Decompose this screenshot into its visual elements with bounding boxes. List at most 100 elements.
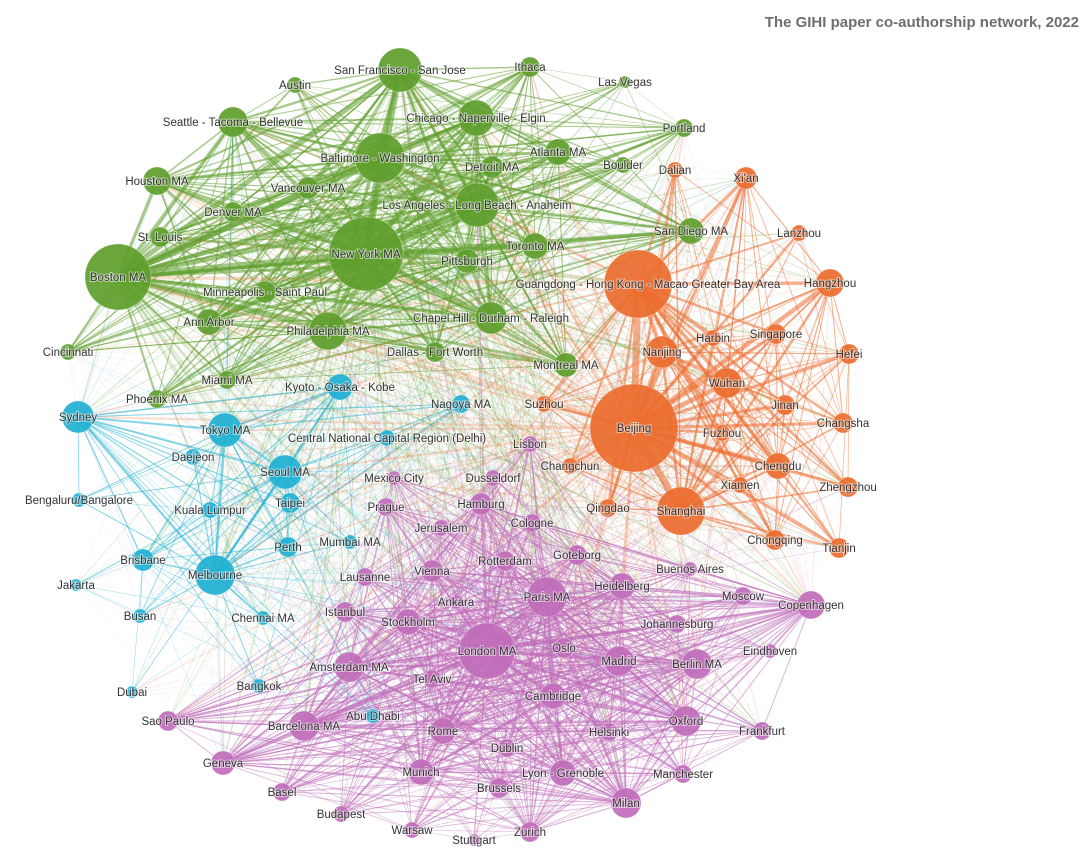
network-edge [281,541,351,793]
network-edge [222,291,266,764]
network-edge [75,584,475,841]
network-edge [77,351,436,418]
network-edge [232,121,639,285]
network-edge [294,84,457,603]
node-madrid [603,645,635,677]
network-edge [364,568,691,578]
network-edge [529,443,610,733]
network-edge [117,276,494,479]
network-edge [117,276,286,473]
network-edge [224,253,367,431]
network-edge [529,660,620,833]
network-edge [480,503,623,587]
network-edge [131,509,211,693]
network-edge [386,437,457,603]
network-edge [529,650,771,833]
node-label-heidelberg: Heidelberg [594,581,650,593]
node-label-guangdong-hong-kong-macao-greater-bay-area: Guangdong - Hong Kong - Macao Greater Ba… [516,279,781,291]
network-edge [213,253,368,576]
network-edge [303,720,687,727]
network-edge [411,773,684,831]
node-label-ann-arbor: Ann Arbor [183,317,234,329]
node-sydney [61,400,95,434]
node-lanzhou [790,224,808,242]
node-label-brussels: Brussels [477,783,521,795]
network-edge [563,647,687,722]
node-busan [132,608,148,624]
network-edge [75,559,144,586]
network-edge [232,121,559,153]
network-edge [156,180,309,189]
network-edge [498,731,610,789]
network-edge [208,283,639,323]
network-edge [78,499,366,578]
network-edge [676,465,779,625]
node-changchun [561,457,579,475]
network-edge [529,773,684,833]
network-edge [529,66,698,665]
network-edge [608,731,684,775]
network-edge [156,337,714,400]
node-label-perth: Perth [274,542,302,554]
node-label-vienna: Vienna [414,566,450,578]
network-edge [214,574,409,623]
network-edge [490,317,698,665]
network-edge [208,321,531,445]
network-edge [281,773,684,793]
network-edge [214,121,234,576]
node-ann-arbor [195,308,223,336]
network-edge [156,117,477,182]
node-mumbai-ma [342,534,358,550]
node-shanghai [656,486,706,536]
network-edge [117,169,676,278]
node-label-rome: Rome [428,726,459,738]
network-edge [529,66,685,129]
network-edge [281,730,444,793]
network-edge [637,283,849,488]
node-label-detroit-ma: Detroit MA [465,162,520,174]
network-edge [407,443,531,623]
network-edge [159,204,478,238]
node-label-stockholm: Stockholm [381,617,435,629]
network-edge [167,570,433,722]
network-edge [543,232,800,405]
network-edge [529,151,559,445]
network-edge [284,437,388,473]
network-edge [407,560,506,623]
network-edge [222,666,350,764]
network-edge [77,416,350,668]
node-label-xi-an: Xi'an [733,173,758,185]
network-edge [303,725,684,775]
network-edge [420,720,687,773]
network-edge [167,443,531,722]
network-edge [348,663,698,668]
node-helsinki [599,722,619,742]
network-edge [77,245,536,418]
network-edge [440,166,493,529]
node-eindhoven [762,643,778,659]
node-heidelberg [608,572,636,600]
network-edge [434,351,567,366]
node-label-shanghai: Shanghai [657,506,706,518]
node-amsterdam-ma [333,651,365,683]
network-edge [222,169,676,764]
network-edge [379,150,559,160]
network-edge [78,499,211,511]
node-label-atlanta-ma: Atlanta MA [530,147,587,159]
network-edge [379,157,771,652]
network-edge [492,283,639,479]
network-edge [139,576,366,617]
network-edge [214,574,224,764]
node-san-diego-ma [677,217,705,245]
network-edge [543,403,844,424]
network-edge [214,570,433,576]
network-edge [661,351,763,732]
network-edge [498,730,763,789]
node-label-lausanne: Lausanne [340,572,391,584]
node-label-wuhan: Wuhan [709,378,745,390]
network-edge [159,236,682,512]
network-edge [156,156,381,183]
network-edge [676,547,840,625]
node-label-harbin: Harbin [696,333,730,345]
node-label-bengaluru-bangalore: Bengaluru/Bangalore [25,495,133,507]
